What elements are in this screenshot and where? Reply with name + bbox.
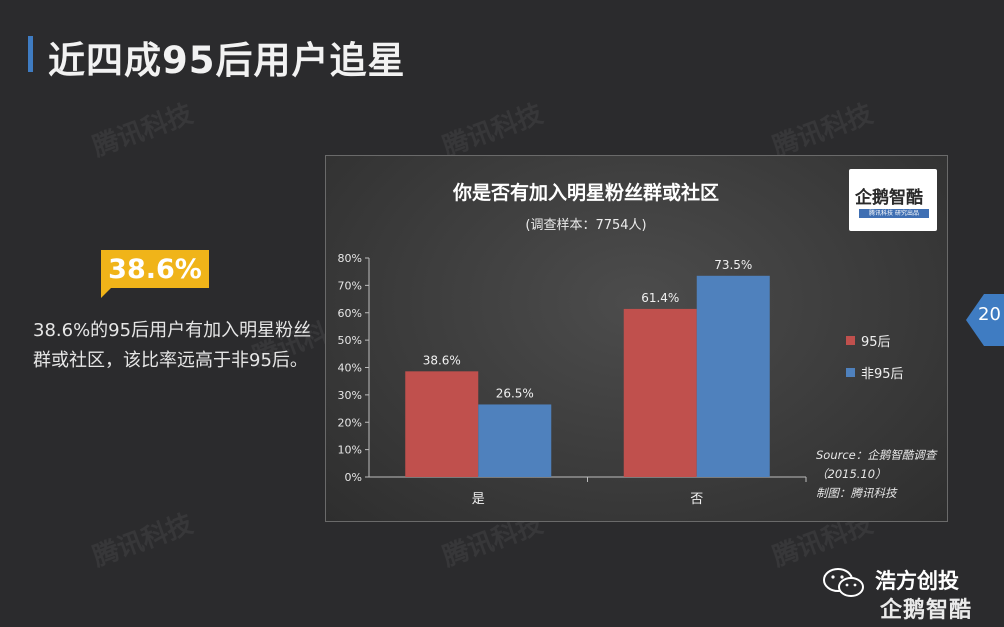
legend-swatch-95: [846, 336, 855, 345]
chart-source: Source：企鹅智酷调查 （2015.10） 制图：腾讯科技: [816, 448, 937, 500]
callout-tail: [101, 288, 111, 298]
y-tick-label: 30%: [338, 389, 362, 402]
data-label: 38.6%: [423, 353, 461, 367]
bar: [623, 308, 697, 477]
y-tick-label: 60%: [338, 307, 362, 320]
y-tick-label: 20%: [338, 416, 362, 429]
legend-item-non95: 非95后: [846, 363, 904, 382]
data-label: 61.4%: [641, 291, 679, 305]
chart-title: 你是否有加入明星粉丝群或社区: [452, 182, 719, 204]
chart-subtitle: (调查样本：7754人): [525, 218, 647, 233]
y-tick-label: 70%: [338, 279, 362, 292]
wechat-icon: [823, 568, 864, 597]
brand-wechat-name: 浩方创投: [875, 569, 959, 593]
y-tick-label: 0%: [345, 471, 362, 484]
watermark: 腾讯科技: [88, 508, 197, 573]
description-text: 38.6%的95后用户有加入明星粉丝群或社区，该比率远高于非95后。: [33, 320, 312, 371]
logo-text: 企鹅智酷: [855, 188, 923, 208]
page-number: 20: [978, 304, 1001, 325]
bar: [478, 404, 552, 477]
y-tick-label: 50%: [338, 334, 362, 347]
title-accent-bar: [28, 36, 33, 72]
bar: [405, 371, 479, 477]
bar: [696, 275, 770, 477]
watermark: 腾讯科技: [768, 98, 877, 163]
legend-item-95: 95后: [846, 331, 891, 350]
legend-swatch-non95: [846, 368, 855, 377]
y-tick-label: 40%: [338, 362, 362, 375]
data-label: 73.5%: [714, 258, 752, 272]
x-tick-label: 是: [472, 492, 485, 507]
brand-logo: 企鹅智酷 腾讯科技 研究出品: [849, 169, 937, 231]
highlight-callout: 38.6%: [101, 250, 209, 288]
page-tab-arrow: [966, 294, 984, 346]
logo-strip: 腾讯科技 研究出品: [859, 209, 929, 218]
y-tick-label: 80%: [338, 252, 362, 265]
brand-bottom-logo: 企鹅智酷: [880, 598, 973, 623]
watermark: 腾讯科技: [88, 98, 197, 163]
chart-panel: 你是否有加入明星粉丝群或社区 (调查样本：7754人) 企鹅智酷 腾讯科技 研究…: [325, 155, 948, 522]
page-title: 近四成95后用户追星: [48, 39, 406, 82]
data-label: 26.5%: [496, 386, 534, 400]
watermark: 腾讯科技: [438, 98, 547, 163]
bar-chart: 0% 10% 20% 30% 40% 50% 60% 70% 80% 38.6% 26.5% 是 61.…: [338, 252, 807, 507]
y-tick-label: 10%: [338, 444, 362, 457]
page-tab: [984, 294, 1004, 346]
x-tick-label: 否: [690, 492, 703, 507]
